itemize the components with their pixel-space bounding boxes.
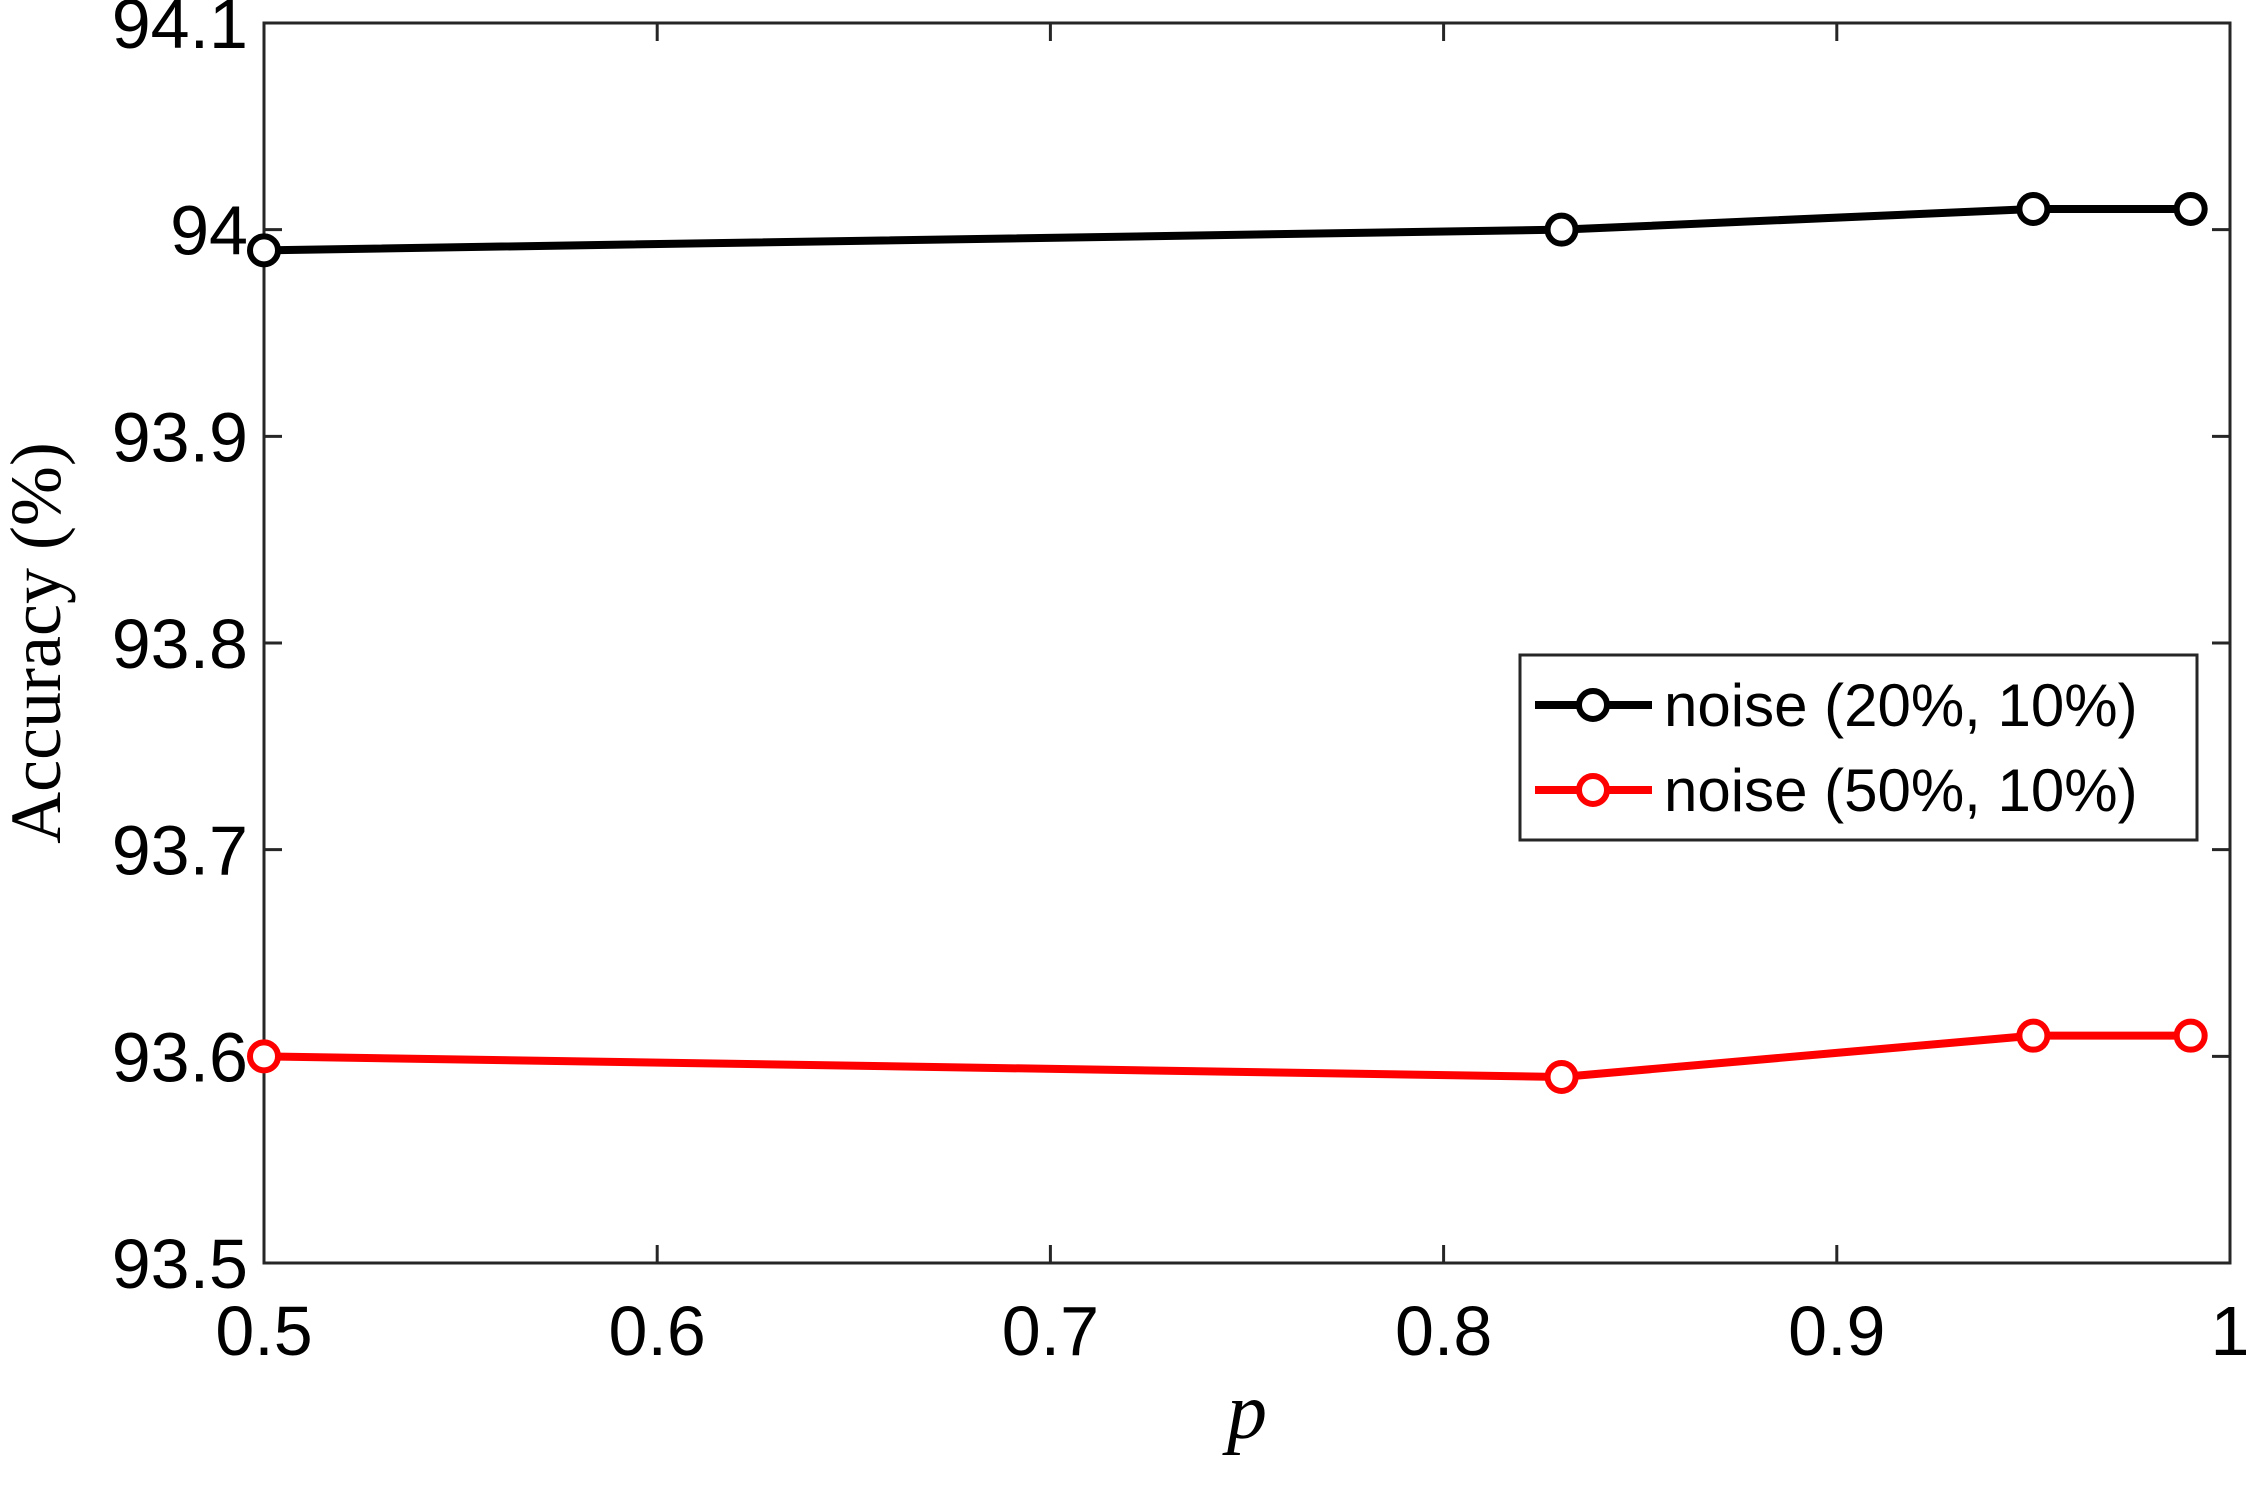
data-point (2016, 1018, 2051, 1053)
data-point (247, 1039, 281, 1074)
data-point (1544, 212, 1579, 247)
legend-marker-1 (1576, 688, 1610, 722)
x-tick-label: 0.6 (609, 1292, 706, 1370)
y-tick-label: 93.6 (112, 1018, 248, 1096)
series-2 (247, 1018, 2208, 1094)
data-point (1544, 1060, 1579, 1094)
series-layer (247, 192, 2208, 1094)
x-axis-label: p (1222, 1368, 1267, 1456)
y-axis-label: Accuracy (%) (0, 442, 76, 844)
series-line-1 (263, 205, 2191, 255)
series-line-2 (263, 1031, 2191, 1081)
legend-box (1518, 653, 2199, 842)
series-1 (247, 192, 2208, 268)
data-point (247, 233, 281, 268)
legend-entry-2: noise (50%, 10%) (1535, 757, 2138, 824)
y-tick-label: 94.1 (112, 0, 248, 63)
y-tick-label: 94 (170, 192, 248, 270)
ticks-layer (262, 21, 2232, 1265)
data-point (2173, 1018, 2208, 1053)
legend-label-2: noise (50%, 10%) (1664, 757, 2138, 824)
x-tick-label: 0.8 (1395, 1292, 1492, 1370)
x-tick-label: 1 (2211, 1292, 2246, 1370)
legend-marker-2 (1576, 773, 1610, 807)
axis-labels-layer: p Accuracy (%) (0, 442, 1267, 1456)
plot-frame (262, 21, 2232, 1265)
data-point (2173, 192, 2208, 226)
x-tick-label: 0.5 (215, 1292, 312, 1370)
y-tick-label: 93.9 (112, 398, 248, 476)
legend-label-1: noise (20%, 10%) (1664, 672, 2138, 739)
y-tick-label: 93.5 (112, 1225, 248, 1303)
legend-entry-1: noise (20%, 10%) (1535, 672, 2138, 739)
plot-area (262, 21, 2232, 1265)
legend: noise (20%, 10%) noise (50%, 10%) (1518, 653, 2199, 842)
y-tick-label: 93.7 (112, 812, 248, 890)
data-point (2016, 192, 2051, 226)
x-tick-label: 0.9 (1788, 1292, 1885, 1370)
tick-labels-layer: 0.5 0.6 0.7 0.8 0.9 1 93.5 93.6 93.7 93.8 93.9 94 94… (112, 0, 2246, 1370)
y-tick-label: 93.8 (112, 605, 248, 683)
x-tick-label: 0.7 (1002, 1292, 1099, 1370)
